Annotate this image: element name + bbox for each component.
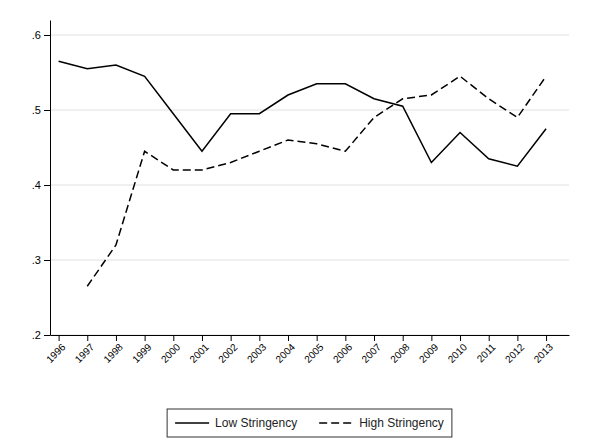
x-tick: 2008 bbox=[388, 335, 412, 365]
tick-mark bbox=[489, 335, 490, 341]
tick-mark bbox=[202, 335, 203, 341]
x-tick: 2003 bbox=[245, 335, 269, 365]
tick-label: 2006 bbox=[331, 341, 355, 365]
y-tick: .6 bbox=[32, 29, 50, 41]
x-tick: 2000 bbox=[159, 335, 183, 365]
tick-label: 1999 bbox=[130, 341, 154, 365]
legend-swatch bbox=[175, 422, 209, 424]
legend-item: High Stringency bbox=[319, 416, 444, 430]
legend-label: High Stringency bbox=[359, 416, 444, 430]
plot-area: 1996199719981999200020012002200320042005… bbox=[32, 21, 570, 365]
x-tick: 2006 bbox=[331, 335, 355, 365]
tick-mark bbox=[345, 335, 346, 341]
tick-mark bbox=[145, 335, 146, 341]
series-line bbox=[87, 76, 546, 286]
y-axis: .2 .3 .4 .5 .6 bbox=[32, 21, 51, 342]
x-tick: 2005 bbox=[302, 335, 326, 365]
y-tick: .4 bbox=[32, 179, 50, 191]
legend-item: Low Stringency bbox=[175, 416, 297, 430]
tick-mark bbox=[173, 335, 174, 341]
tick-label: 2002 bbox=[216, 341, 240, 365]
tick-label: 2005 bbox=[302, 341, 326, 365]
tick-mark bbox=[44, 335, 50, 336]
legend-swatch bbox=[319, 422, 353, 424]
x-tick: 1999 bbox=[130, 335, 154, 365]
tick-mark bbox=[44, 260, 50, 261]
legend-label: Low Stringency bbox=[215, 416, 297, 430]
tick-label: 2003 bbox=[245, 341, 269, 365]
tick-mark bbox=[231, 335, 232, 341]
tick-label: .5 bbox=[32, 104, 41, 116]
tick-label: 2010 bbox=[446, 341, 470, 365]
tick-mark bbox=[87, 335, 88, 341]
grid bbox=[50, 35, 569, 335]
tick-mark bbox=[59, 335, 60, 341]
tick-mark bbox=[460, 335, 461, 341]
tick-mark bbox=[403, 335, 404, 341]
tick-label: 2013 bbox=[532, 341, 556, 365]
tick-mark bbox=[44, 110, 50, 111]
lines bbox=[59, 61, 546, 286]
tick-label: 2004 bbox=[273, 341, 297, 365]
x-tick: 2004 bbox=[273, 335, 297, 365]
tick-label: 1998 bbox=[101, 341, 125, 365]
tick-label: 2008 bbox=[388, 341, 412, 365]
tick-label: 1996 bbox=[44, 341, 68, 365]
tick-mark bbox=[259, 335, 260, 341]
chart: 1996199719981999200020012002200320042005… bbox=[0, 0, 591, 445]
tick-mark bbox=[517, 335, 518, 341]
x-tick: 2011 bbox=[475, 335, 498, 364]
tick-label: .4 bbox=[32, 179, 41, 191]
y-tick: .3 bbox=[32, 254, 50, 266]
tick-label: .2 bbox=[32, 329, 41, 341]
tick-mark bbox=[116, 335, 117, 341]
x-tick: 2002 bbox=[216, 335, 240, 365]
x-axis: 1996199719981999200020012002200320042005… bbox=[44, 335, 569, 365]
x-tick: 2012 bbox=[503, 335, 527, 365]
tick-label: 1997 bbox=[73, 341, 97, 365]
x-tick: 2013 bbox=[532, 335, 556, 365]
tick-mark bbox=[431, 335, 432, 341]
axis-line bbox=[51, 335, 570, 336]
grid-line bbox=[50, 35, 569, 36]
x-tick: 1998 bbox=[101, 335, 125, 365]
legend-frame bbox=[167, 409, 452, 437]
tick-mark bbox=[374, 335, 375, 341]
x-tick: 2009 bbox=[417, 335, 441, 365]
tick-label: 2007 bbox=[359, 341, 383, 365]
x-tick: 2007 bbox=[359, 335, 383, 365]
x-tick: 1996 bbox=[44, 335, 68, 365]
tick-label: 2012 bbox=[503, 341, 527, 365]
x-tick: 2010 bbox=[446, 335, 470, 365]
y-tick: .2 bbox=[32, 329, 50, 341]
tick-label: .6 bbox=[32, 29, 41, 41]
x-tick: 1997 bbox=[73, 335, 97, 365]
tick-mark bbox=[44, 185, 50, 186]
tick-label: 2009 bbox=[417, 341, 441, 365]
tick-mark bbox=[44, 35, 50, 36]
y-tick: .5 bbox=[32, 104, 50, 116]
legend: Low Stringency High Stringency bbox=[167, 409, 452, 437]
grid-line bbox=[50, 110, 569, 111]
grid-line bbox=[50, 185, 569, 186]
x-tick: 2001 bbox=[187, 335, 211, 365]
tick-label: .3 bbox=[32, 254, 41, 266]
tick-mark bbox=[288, 335, 289, 341]
axis-line bbox=[50, 21, 51, 336]
tick-mark bbox=[546, 335, 547, 341]
grid-line bbox=[50, 260, 569, 261]
grid-line bbox=[50, 335, 569, 336]
tick-label: 2011 bbox=[475, 341, 498, 364]
series-line bbox=[59, 61, 546, 166]
tick-label: 2000 bbox=[159, 341, 183, 365]
tick-label: 2001 bbox=[187, 341, 211, 365]
tick-mark bbox=[317, 335, 318, 341]
